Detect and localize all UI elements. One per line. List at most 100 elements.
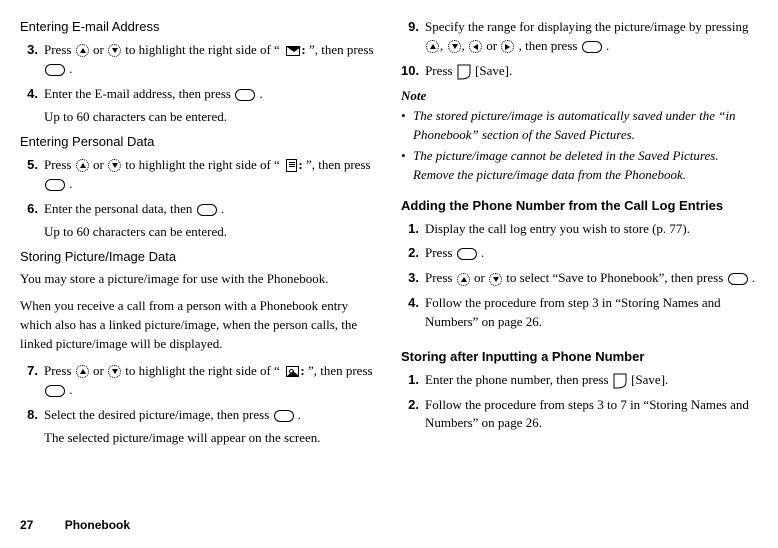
step-body: Press [Save].: [425, 62, 758, 81]
step-4: 4. Enter the E-mail address, then press …: [20, 85, 377, 127]
step-body: Specify the range for displaying the pic…: [425, 18, 758, 56]
text: [Save].: [631, 372, 668, 387]
sub-text: Up to 60 characters can be entered.: [44, 223, 377, 242]
step-r5: 1. Enter the phone number, then press [S…: [401, 371, 758, 390]
heading-picture: Storing Picture/Image Data: [20, 248, 377, 267]
heading-store-after: Storing after Inputting a Phone Number: [401, 348, 758, 367]
sub-text: Up to 60 characters can be entered.: [44, 108, 377, 127]
step-5: 5. Press or to highlight the right side …: [20, 156, 377, 194]
picture-icon: [286, 366, 299, 377]
paragraph: You may store a picture/image for use wi…: [20, 270, 377, 289]
colon-icon: :: [298, 157, 302, 172]
right-arrow-icon: [501, 40, 514, 53]
up-arrow-icon: [76, 159, 89, 172]
step-3: 3. Press or to highlight the right side …: [20, 41, 377, 79]
step-9: 9. Specify the range for displaying the …: [401, 18, 758, 56]
step-body: Select the desired picture/image, then p…: [44, 406, 377, 448]
step-body: Press or to highlight the right side of …: [44, 41, 377, 79]
step-r2: 2. Press .: [401, 244, 758, 263]
up-arrow-icon: [457, 273, 470, 286]
text: ”, then press: [306, 157, 371, 172]
text: .: [69, 176, 72, 191]
up-arrow-icon: [426, 40, 439, 53]
text: or: [474, 270, 488, 285]
text: Press: [425, 270, 456, 285]
text: Enter the phone number, then press: [425, 372, 612, 387]
step-number: 9.: [401, 18, 419, 56]
step-number: 10.: [401, 62, 419, 81]
text: or: [93, 363, 107, 378]
step-number: 3.: [20, 41, 38, 79]
text: ,: [462, 38, 469, 53]
step-number: 6.: [20, 200, 38, 242]
down-arrow-icon: [489, 273, 502, 286]
text: to select “Save to Phonebook”, then pres…: [506, 270, 726, 285]
text: Select the desired picture/image, then p…: [44, 407, 273, 422]
step-body: Follow the procedure from steps 3 to 7 i…: [425, 396, 758, 434]
step-6: 6. Enter the personal data, then . Up to…: [20, 200, 377, 242]
center-key-icon: [197, 204, 217, 216]
text: , then press: [519, 38, 581, 53]
up-arrow-icon: [76, 44, 89, 57]
step-number: 8.: [20, 406, 38, 448]
step-number: 7.: [20, 362, 38, 400]
step-10: 10. Press [Save].: [401, 62, 758, 81]
left-column: Entering E-mail Address 3. Press or to h…: [20, 18, 377, 500]
down-arrow-icon: [448, 40, 461, 53]
text: ”, then press: [308, 363, 373, 378]
step-body: Press .: [425, 244, 758, 263]
heading-personal: Entering Personal Data: [20, 133, 377, 152]
page-number: 27: [20, 518, 33, 532]
center-key-icon: [45, 179, 65, 191]
softkey-icon: [613, 373, 627, 389]
step-body: Press or to select “Save to Phonebook”, …: [425, 269, 758, 288]
step-body: Enter the E-mail address, then press . U…: [44, 85, 377, 127]
down-arrow-icon: [108, 159, 121, 172]
text: Enter the personal data, then: [44, 201, 196, 216]
bullet: •: [401, 107, 409, 145]
step-number: 1.: [401, 371, 419, 390]
note-text: The picture/image cannot be deleted in t…: [413, 147, 758, 185]
center-key-icon: [457, 248, 477, 260]
sub-text: The selected picture/image will appear o…: [44, 429, 377, 448]
colon-icon: :: [300, 363, 304, 378]
text: .: [481, 245, 484, 260]
text: to highlight the right side of “: [125, 157, 283, 172]
text: Specify the range for displaying the pic…: [425, 19, 748, 34]
step-number: 1.: [401, 220, 419, 239]
text: ”, then press: [309, 42, 374, 57]
step-8: 8. Select the desired picture/image, the…: [20, 406, 377, 448]
page-columns: Entering E-mail Address 3. Press or to h…: [20, 18, 758, 500]
center-key-icon: [235, 89, 255, 101]
text: .: [606, 38, 609, 53]
text: Press: [44, 157, 75, 172]
text: or: [93, 157, 107, 172]
step-r6: 2. Follow the procedure from steps 3 to …: [401, 396, 758, 434]
center-key-icon: [274, 410, 294, 422]
text: Press: [425, 63, 456, 78]
text: .: [298, 407, 301, 422]
heading-call-log: Adding the Phone Number from the Call Lo…: [401, 197, 758, 216]
text: .: [221, 201, 224, 216]
step-body: Display the call log entry you wish to s…: [425, 220, 758, 239]
note-text: The stored picture/image is automaticall…: [413, 107, 758, 145]
step-number: 3.: [401, 269, 419, 288]
center-key-icon: [45, 385, 65, 397]
text: .: [752, 270, 755, 285]
paragraph: When you receive a call from a person wi…: [20, 297, 377, 354]
text: Press: [425, 245, 456, 260]
step-number: 5.: [20, 156, 38, 194]
step-r1: 1. Display the call log entry you wish t…: [401, 220, 758, 239]
text: to highlight the right side of “: [125, 42, 283, 57]
center-key-icon: [45, 64, 65, 76]
text: .: [69, 61, 72, 76]
text: to highlight the right side of “: [125, 363, 283, 378]
step-7: 7. Press or to highlight the right side …: [20, 362, 377, 400]
text: ,: [440, 38, 447, 53]
step-r3: 3. Press or to select “Save to Phonebook…: [401, 269, 758, 288]
bullet: •: [401, 147, 409, 185]
right-column: 9. Specify the range for displaying the …: [401, 18, 758, 500]
softkey-icon: [457, 64, 471, 80]
down-arrow-icon: [108, 44, 121, 57]
note-item: • The stored picture/image is automatica…: [401, 107, 758, 145]
